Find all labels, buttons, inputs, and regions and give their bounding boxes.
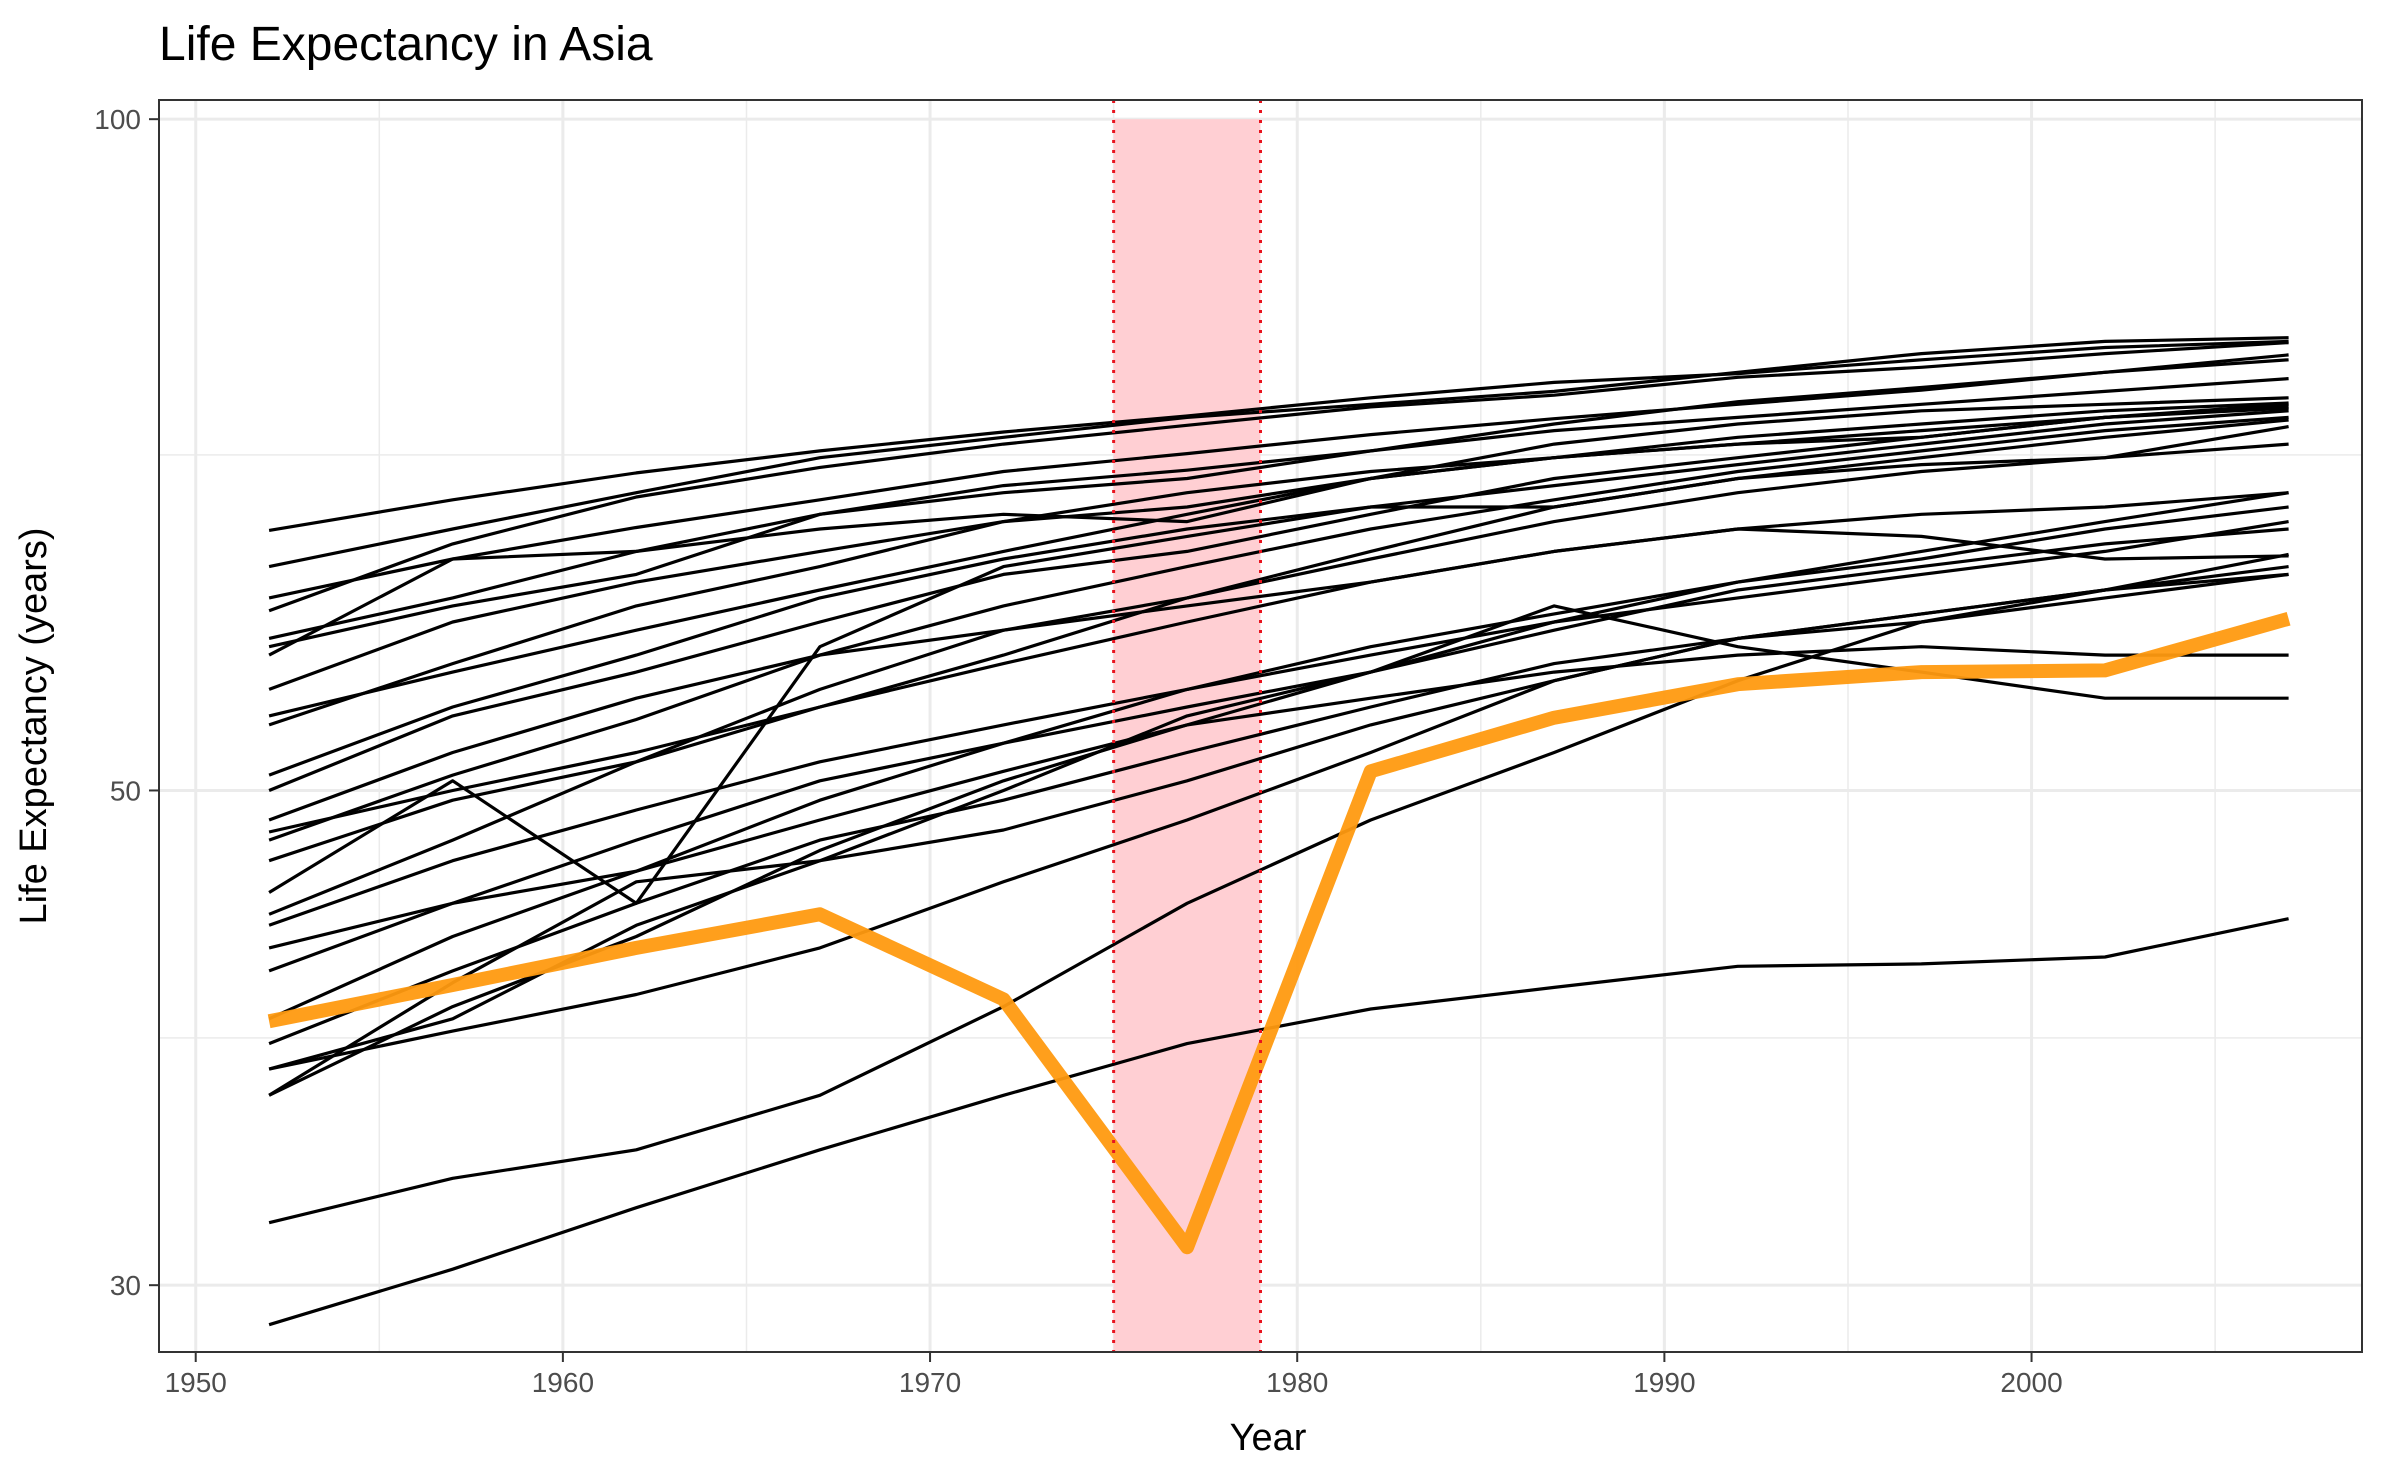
x-tick-label: 1990	[1633, 1367, 1695, 1398]
y-axis-title: Life Expectancy (years)	[13, 527, 55, 924]
y-tick-label: 100	[94, 104, 141, 135]
x-tick-label: 1980	[1266, 1367, 1328, 1398]
x-axis-title: Year	[1230, 1417, 1307, 1459]
x-tick-label: 1960	[532, 1367, 594, 1398]
x-tick-label: 1950	[165, 1367, 227, 1398]
x-tick-label: 1970	[899, 1367, 961, 1398]
y-tick-label: 30	[110, 1270, 141, 1301]
x-tick-label: 2000	[2000, 1367, 2062, 1398]
chart-title: Life Expectancy in Asia	[159, 18, 653, 71]
y-tick-label: 50	[110, 775, 141, 806]
